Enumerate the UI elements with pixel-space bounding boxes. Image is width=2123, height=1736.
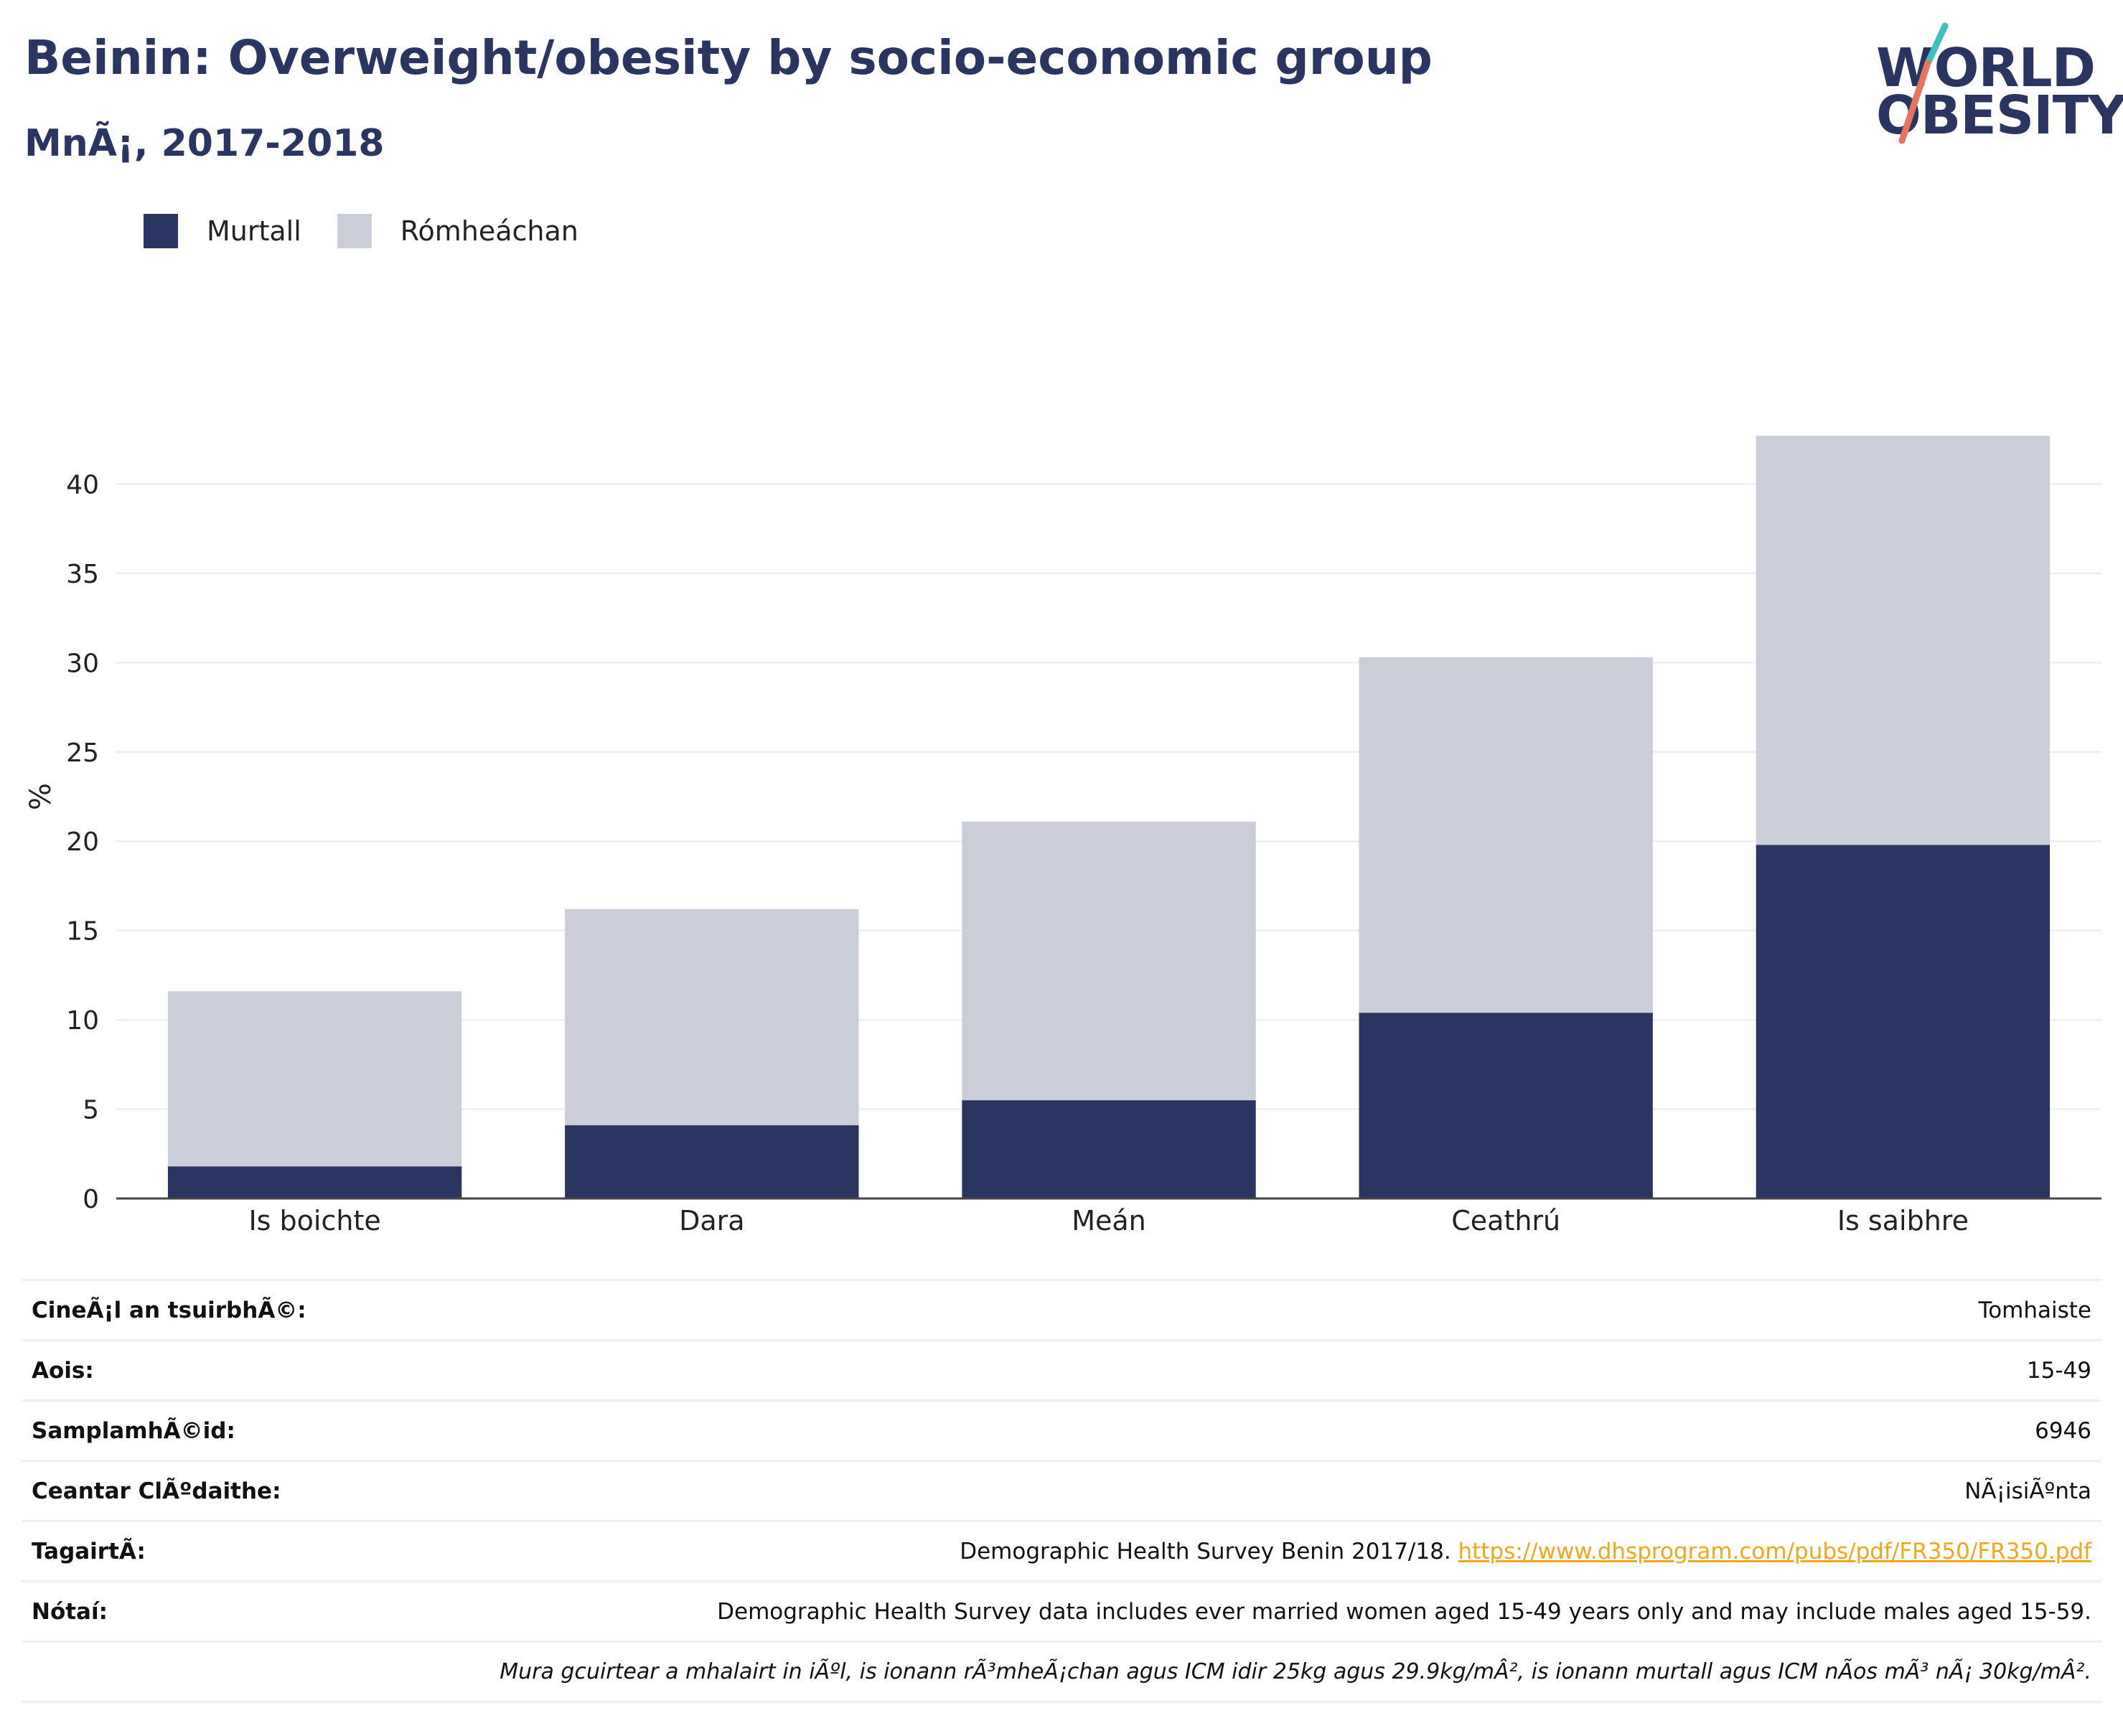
x-tick-label: Is saibhre [1837, 1205, 1969, 1234]
notes-label: Nótaí: [22, 1580, 344, 1642]
y-tick-label: 30 [66, 649, 99, 678]
legend-item-overweight[interactable]: Rómheáchan [337, 214, 578, 248]
chart-title: Beinin: Overweight/obesity by socio-econ… [24, 30, 1433, 85]
y-tick-label: 10 [66, 1006, 99, 1036]
bar-obese [1359, 1013, 1653, 1198]
notes-value: Demographic Health Survey data includes … [343, 1580, 2101, 1642]
y-tick-label: 40 [66, 470, 99, 499]
bar-obese [962, 1100, 1256, 1198]
x-tick-label: Meán [1072, 1205, 1146, 1234]
survey-type-label: CineÃ¡l an tsuirbhÃ©: [22, 1279, 344, 1341]
bar-obese [167, 1166, 462, 1198]
bar-obese [565, 1125, 859, 1198]
legend-swatch-obese [144, 214, 178, 248]
notes-italic-spacer [22, 1641, 344, 1703]
bar-overweight [167, 991, 462, 1167]
y-tick-label: 15 [66, 917, 99, 947]
chart-legend: Murtall Rómheáchan [144, 212, 614, 250]
y-tick-label: 20 [66, 827, 99, 857]
legend-label-obese: Murtall [207, 215, 301, 247]
chart-subtitle: MnÃ¡, 2017-2018 [24, 122, 385, 165]
y-axis-title: % [24, 783, 57, 810]
bar-overweight [565, 909, 859, 1125]
legend-swatch-overweight [337, 214, 372, 248]
legend-item-obese[interactable]: Murtall [144, 214, 301, 248]
reference-link[interactable]: https://www.dhsprogram.com/pubs/pdf/FR35… [1458, 1538, 2091, 1564]
x-tick-label: Ceathrú [1451, 1205, 1560, 1234]
sample-label: SamplamhÃ©id: [22, 1399, 344, 1461]
bar-overweight [962, 821, 1256, 1101]
survey-type-value: Tomhaiste [343, 1279, 2101, 1341]
area-label: Ceantar ClÃºdaithe: [22, 1460, 344, 1521]
y-tick-label: 25 [66, 738, 99, 768]
legend-label-overweight: Rómheáchan [400, 215, 578, 247]
info-row-survey-type: CineÃ¡l an tsuirbhÃ©: Tomhaiste [22, 1279, 2101, 1341]
info-table: CineÃ¡l an tsuirbhÃ©: Tomhaiste Aois: 15… [22, 1279, 2101, 1703]
age-value: 15-49 [343, 1339, 2101, 1401]
reference-text: Demographic Health Survey Benin 2017/18. [960, 1538, 1451, 1564]
y-tick-label: 35 [66, 560, 99, 589]
age-label: Aois: [22, 1339, 344, 1401]
y-tick-label: 5 [83, 1096, 99, 1125]
bar-overweight [1359, 657, 1653, 1013]
reference-label: TagairtÃ: [22, 1520, 344, 1582]
logo-text-world: WORLD [1876, 37, 2096, 99]
bar-overweight [1756, 436, 2051, 845]
info-row-sample: SamplamhÃ©id: 6946 [22, 1399, 2101, 1461]
world-obesity-logo[interactable]: WORLD OBESITY [1873, 20, 2123, 149]
notes-italic-text: Mura gcuirtear a mhalairt in iÃºl, is io… [343, 1641, 2101, 1703]
info-row-area: Ceantar ClÃºdaithe: NÃ¡isiÃºnta [22, 1460, 2101, 1521]
info-row-age: Aois: 15-49 [22, 1339, 2101, 1401]
reference-value: Demographic Health Survey Benin 2017/18.… [343, 1520, 2101, 1582]
x-tick-label: Dara [679, 1205, 744, 1234]
x-tick-label: Is boichte [248, 1205, 380, 1234]
info-row-notes-italic: Mura gcuirtear a mhalairt in iÃºl, is io… [22, 1641, 2101, 1703]
info-row-notes: Nótaí: Demographic Health Survey data in… [22, 1580, 2101, 1642]
bar-chart: 0 5 10 15 20 25 30 35 40% Is boichte Dara Meán Ceath… [24, 436, 2101, 1234]
y-tick-label: 0 [83, 1185, 99, 1214]
bar-obese [1756, 845, 2051, 1198]
sample-value: 6946 [343, 1399, 2101, 1461]
info-row-reference: TagairtÃ: Demographic Health Survey Beni… [22, 1520, 2101, 1582]
area-value: NÃ¡isiÃºnta [343, 1460, 2101, 1521]
logo-slash-icon [1898, 22, 1949, 144]
